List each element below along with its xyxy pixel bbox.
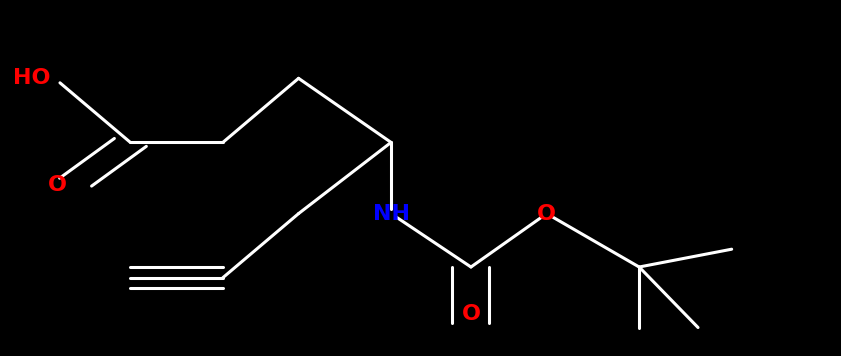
Text: NH: NH: [373, 204, 410, 224]
Text: O: O: [48, 175, 67, 195]
Text: HO: HO: [13, 68, 50, 88]
Text: O: O: [537, 204, 556, 224]
Text: O: O: [462, 304, 480, 324]
